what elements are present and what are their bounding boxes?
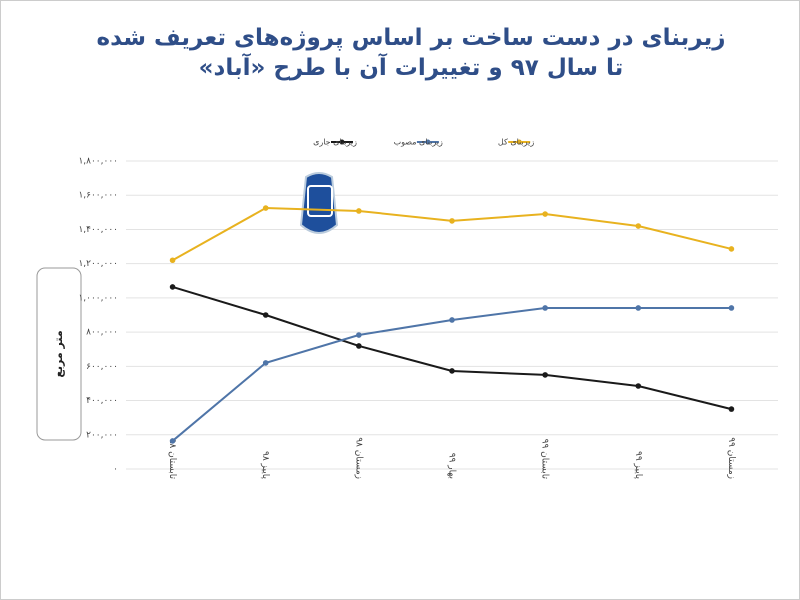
legend-marker <box>339 139 345 145</box>
y-tick-label: ۱,۶۰۰,۰۰۰ <box>78 191 118 201</box>
series-line <box>172 285 732 411</box>
legend-marker <box>425 139 431 145</box>
legend-item: زیربنای جاری <box>313 138 357 147</box>
y-tick-label: ۴۰۰,۰۰۰ <box>86 396 118 406</box>
x-tick-label: پاییز ۹۸ <box>260 451 270 479</box>
y-tick-label: ۰ <box>113 465 118 475</box>
y-label-box <box>36 267 82 441</box>
legend-marker <box>516 139 522 145</box>
x-tick-label: زمستان ۹۸ <box>353 437 363 479</box>
series-line <box>172 207 732 262</box>
point <box>449 218 455 224</box>
legend-item: زیربنای کل <box>498 138 534 147</box>
x-tick-label: تابستان ۹۸ <box>167 439 177 480</box>
point <box>262 205 269 211</box>
y-tick-label: ۸۰۰,۰۰۰ <box>86 328 118 338</box>
point <box>356 332 362 338</box>
x-tick-label: بهار ۹۹ <box>447 453 457 479</box>
point <box>635 223 642 229</box>
point <box>728 406 735 412</box>
y-axis-label: متر مربع <box>52 330 65 377</box>
point <box>635 383 642 389</box>
point <box>169 438 176 444</box>
y-tick-label: ۱,۲۰۰,۰۰۰ <box>78 259 118 269</box>
x-tick-label: پاییز ۹۹ <box>633 451 643 479</box>
y-tick-label: ۲۰۰,۰۰۰ <box>86 430 118 440</box>
y-tick-label: ۱,۰۰۰,۰۰۰ <box>78 293 118 303</box>
y-tick-label: ۱,۸۰۰,۰۰۰ <box>78 157 118 167</box>
point <box>356 343 362 349</box>
x-tick-label: تابستان ۹۹ <box>540 439 550 480</box>
point <box>169 284 176 290</box>
y-tick-label: ۱,۴۰۰,۰۰۰ <box>78 225 118 235</box>
series-line <box>171 306 732 442</box>
y-tick-label: ۶۰۰,۰۰۰ <box>86 362 118 372</box>
legend-item: زیربنای مصوب <box>394 138 443 147</box>
point <box>169 257 176 264</box>
point <box>728 246 735 252</box>
point <box>542 305 548 311</box>
point <box>262 312 269 318</box>
point <box>449 368 455 374</box>
x-tick-label: زمستان ۹۹ <box>726 437 736 479</box>
point <box>635 305 642 311</box>
legend-label: زیربنای جاری <box>313 138 357 147</box>
point <box>356 208 362 214</box>
point <box>728 305 735 311</box>
point <box>262 360 269 366</box>
point <box>542 211 548 217</box>
point <box>449 317 455 323</box>
chart-title: زیربنای در دست ساخت بر اساس پروژه‌های تع… <box>96 25 726 81</box>
legend-label: زیربنای مصوب <box>394 138 443 147</box>
logo <box>299 172 339 234</box>
point <box>542 372 548 378</box>
legend-label: زیربنای کل <box>498 138 534 147</box>
